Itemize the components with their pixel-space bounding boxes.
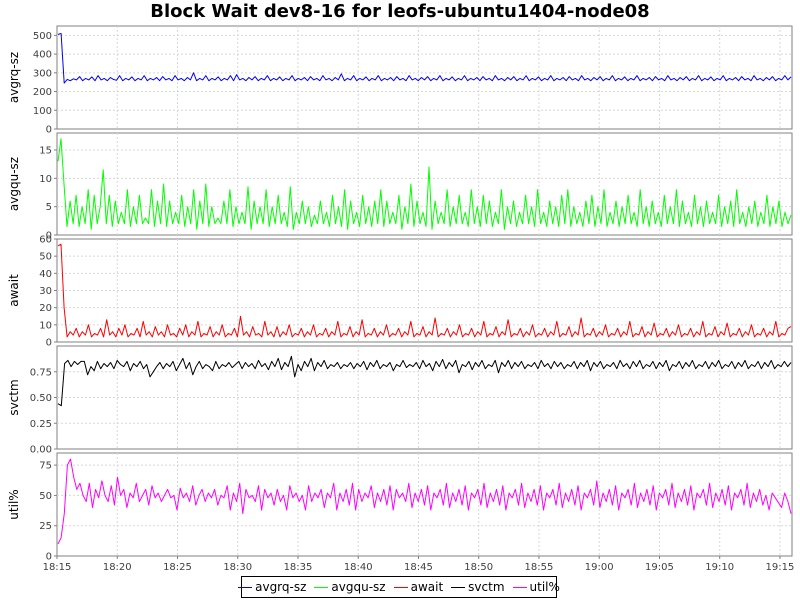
- y-axis-label-avgqu-sz: avgqu-sz: [7, 157, 21, 211]
- y-tick-label: 20: [39, 303, 52, 314]
- y-axis-label-svctm: svctm: [7, 379, 21, 415]
- y-tick-label: 75: [39, 461, 52, 472]
- legend-item-avgrq-sz: avgrq-sz: [238, 580, 306, 594]
- legend-swatch-avgqu-sz: [314, 586, 329, 588]
- y-tick-label: 15: [39, 146, 52, 157]
- y-axis-label-await: await: [7, 274, 21, 307]
- series-line-svctm: [57, 355, 792, 407]
- chart-title: Block Wait dev8-16 for leofs-ubuntu1404-…: [150, 1, 650, 22]
- y-tick-label: 25: [39, 521, 52, 532]
- legend-item-svctm: svctm: [451, 580, 505, 594]
- legend-item-avgqu-sz: avgqu-sz: [314, 580, 386, 594]
- legend-label-avgrq-sz: avgrq-sz: [255, 580, 307, 594]
- legend-label-svctm: svctm: [468, 580, 505, 594]
- x-tick-label: 18:50: [464, 562, 493, 573]
- x-tick-label: 19:00: [585, 562, 614, 573]
- series-line-avgrq-sz: [57, 33, 792, 84]
- y-tick-label: 0: [46, 231, 52, 242]
- y-tick-label: 5: [46, 202, 52, 213]
- y-tick-label: 0.75: [30, 367, 52, 378]
- y-tick-label: 10: [39, 174, 52, 185]
- y-tick-label: 0.25: [30, 419, 52, 430]
- y-tick-label: 40: [39, 269, 52, 280]
- series-line-avgqu-sz: [57, 138, 792, 230]
- x-tick-label: 18:55: [525, 562, 554, 573]
- y-tick-label: 0.50: [30, 393, 52, 404]
- x-tick-label: 19:05: [645, 562, 674, 573]
- x-tick-label: 18:30: [223, 562, 252, 573]
- y-axis-label-util: util%: [7, 489, 21, 519]
- x-tick-label: 19:10: [705, 562, 734, 573]
- legend-label-util: util%: [529, 580, 560, 594]
- x-tick-label: 18:35: [284, 562, 313, 573]
- y-tick-label: 0: [46, 125, 52, 136]
- y-tick-label: 0.00: [30, 445, 52, 456]
- y-tick-label: 400: [33, 50, 52, 61]
- series-line-util: [57, 458, 792, 545]
- y-tick-label: 30: [39, 286, 52, 297]
- legend-swatch-util: [512, 586, 527, 588]
- x-tick-label: 18:45: [404, 562, 433, 573]
- y-tick-label: 0: [46, 552, 52, 563]
- y-tick-label: 60: [39, 235, 52, 246]
- y-tick-label: 500: [33, 31, 52, 42]
- y-tick-label: 300: [33, 68, 52, 79]
- y-tick-label: 10: [39, 320, 52, 331]
- x-tick-label: 18:25: [163, 562, 192, 573]
- legend-item-util: util%: [512, 580, 560, 594]
- x-tick-label: 18:40: [344, 562, 373, 573]
- legend-label-avgqu-sz: avgqu-sz: [331, 580, 386, 594]
- x-tick-label: 18:20: [103, 562, 132, 573]
- legend-swatch-avgrq-sz: [238, 586, 253, 588]
- legend-swatch-await: [393, 586, 408, 588]
- x-tick-label: 18:15: [43, 562, 72, 573]
- x-tick-label: 19:15: [766, 562, 795, 573]
- y-tick-label: 50: [39, 491, 52, 502]
- legend: avgrq-sz avgqu-sz await svctm util%: [238, 576, 560, 598]
- legend-label-await: await: [410, 580, 444, 594]
- legend-swatch-svctm: [451, 586, 466, 588]
- y-tick-label: 200: [33, 87, 52, 98]
- y-tick-label: 0: [46, 338, 52, 349]
- y-tick-label: 50: [39, 252, 52, 263]
- plot-frame-avgrq-sz: [56, 25, 793, 130]
- legend-item-await: await: [393, 580, 444, 594]
- y-tick-label: 100: [33, 106, 52, 117]
- y-axis-label-avgrq-sz: avgrq-sz: [7, 52, 21, 103]
- series-line-await: [57, 243, 792, 338]
